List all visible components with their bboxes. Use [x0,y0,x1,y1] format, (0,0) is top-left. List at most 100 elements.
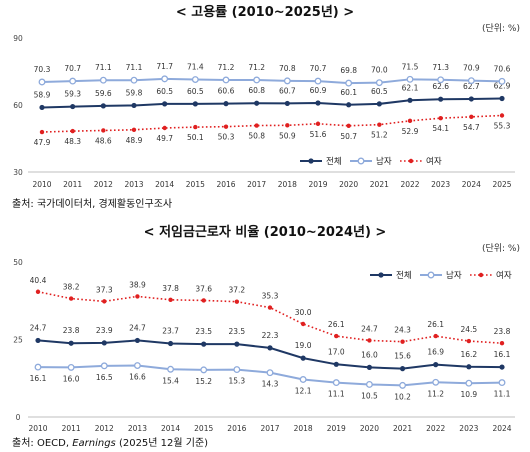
legend-marker [378,272,384,278]
data-point [499,95,505,102]
data-label: 50.1 [187,133,204,142]
data-label: 16.0 [63,374,80,383]
data-point [131,127,137,132]
data-label: 49.7 [156,134,173,143]
data-point [315,100,321,106]
data-point [100,103,106,109]
y-tick-label: 0 [16,413,21,422]
x-tick-label: 2014 [155,180,174,189]
legend-marker [308,158,314,164]
unit-label: (단위: %) [482,243,520,254]
unit-label: (단위: %) [482,23,520,34]
x-tick-label: 2023 [431,180,450,189]
data-label: 23.9 [96,326,113,335]
data-label: 16.5 [96,373,113,382]
legend-marker [427,271,435,279]
data-point [367,338,372,343]
data-point [284,100,290,107]
data-point [201,298,206,303]
data-point [131,102,137,109]
data-label: 11.1 [328,390,345,399]
data-point [332,379,340,387]
legend: 전체 남자 여자 [300,156,442,167]
data-point [400,339,405,344]
data-point [399,366,406,372]
data-label: 71.7 [156,62,173,71]
data-point [102,299,107,304]
data-label: 16.1 [494,350,511,359]
data-label: 38.9 [129,280,146,289]
data-point [334,333,339,339]
data-point [437,76,445,84]
data-point [192,101,198,107]
data-point [499,113,505,118]
data-label: 37.2 [229,286,246,295]
data-label: 62.6 [432,82,449,91]
data-point [70,128,75,134]
data-point [300,321,306,327]
data-label: 17.0 [328,347,345,356]
data-point [70,103,76,110]
data-label: 26.1 [427,320,444,329]
x-tick-label: 2015 [194,424,213,433]
data-label: 11.1 [494,390,511,399]
data-point [466,364,472,370]
data-label: 16.1 [30,374,47,383]
x-tick-label: 2022 [400,180,419,189]
data-label: 23.8 [494,327,511,336]
data-label: 50.7 [340,132,357,141]
x-tick-label: 2022 [426,424,445,433]
source-suffix: (2025년 12월 기준) [116,437,208,449]
data-label: 37.8 [162,284,179,293]
data-point [135,294,140,299]
data-label: 16.9 [427,348,444,357]
series-전체: 24.7 23.8 23.9 24.7 23.7 23.5 23.5 22.3 19.0 17.0… [30,323,511,372]
data-point [366,364,373,370]
data-point [407,118,413,124]
legend-label: 전체 [396,270,412,281]
data-point [345,79,353,87]
data-label: 26.1 [328,320,345,329]
series-여자: 40.4 38.2 37.3 38.9 37.8 37.6 37.2 35.3 30.0 26.1… [30,276,511,346]
chart-2: < 저임금근로자 비율 (2010~2024년) > (단위: %) 0 25 50 20… [12,224,520,449]
data-label: 51.6 [310,130,327,139]
data-label: 24.7 [30,323,47,332]
data-label: 50.9 [279,131,296,140]
series-남자: 16.1 16.0 16.5 16.6 15.4 15.2 15.3 14.3 12.1 11.1… [30,362,511,401]
data-point [130,76,138,84]
x-tick-label: 2012 [95,424,114,433]
x-tick-label: 2015 [186,180,205,189]
legend-marker [357,157,365,165]
y-tick-label: 50 [13,258,23,267]
data-point [465,379,473,387]
data-point [39,129,45,135]
data-label: 23.5 [229,327,246,336]
data-point [468,96,474,102]
data-point [267,305,273,310]
source-note: 출처: 국가데이터처, 경제활동인구조사 [12,197,172,210]
data-point [365,381,373,388]
data-point [498,379,506,387]
x-tick-label: 2016 [216,180,235,189]
source-note: 출처: OECD, Earnings (2025년 12월 기준) [12,437,208,449]
data-point [35,337,41,344]
data-point [254,123,259,128]
data-point [223,101,229,107]
data-label: 60.7 [279,86,296,95]
data-label: 15.4 [162,376,179,385]
data-label: 16.2 [461,350,478,359]
x-tick-label: 2018 [294,424,313,433]
x-tick-label: 2013 [128,424,147,433]
data-point [499,341,505,346]
x-tick-label: 2024 [492,424,511,433]
data-label: 10.2 [394,392,411,401]
x-tick-label: 2018 [278,180,297,189]
data-point [191,76,199,83]
data-label: 50.3 [218,133,235,142]
data-point [162,125,167,131]
data-point [498,77,506,85]
x-tick-label: 2017 [260,424,279,433]
data-label: 60.1 [340,88,357,97]
data-label: 70.9 [463,64,480,73]
